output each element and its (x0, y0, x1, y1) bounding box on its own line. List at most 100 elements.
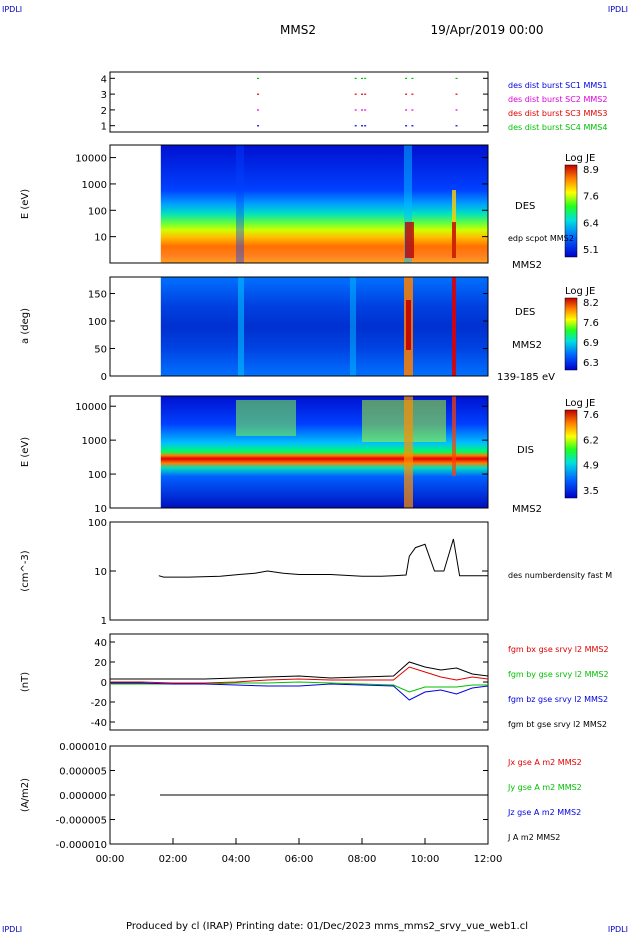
burst-legend-entry: des dist burst SC3 MMS3 (508, 109, 607, 118)
burst-mark (455, 77, 458, 80)
burst-ytick-label: 2 (101, 106, 107, 117)
x-tick-label: 02:00 (159, 854, 188, 865)
colorbar-tick-label: 7.6 (583, 318, 599, 329)
burst-mark (257, 109, 260, 111)
burst-mark (364, 125, 367, 127)
panel-des-energy: 10 100 1000 10000 (75, 144, 489, 264)
x-tick-label: 10:00 (411, 854, 440, 865)
corner-label-top-left: IPDLI (2, 5, 22, 14)
spectrogram-side-label: DES (515, 201, 535, 212)
burst-mark (411, 109, 414, 111)
panel-current: -0.000010 -0.000005 0.000000 0.000005 0.0000… (56, 742, 489, 851)
burst-mark (455, 109, 458, 111)
des-pitch-ytick-label: 150 (88, 290, 107, 301)
burst-mark (411, 77, 414, 80)
density-ytick-label: 10 (94, 567, 107, 578)
burst-ytick-label: 3 (101, 90, 107, 101)
colorbar (564, 164, 578, 258)
spectrogram-side-label: MMS2 (512, 260, 542, 271)
current-ytick-label: -0.000005 (56, 816, 107, 827)
panel-density-frame (109, 521, 489, 621)
x-tick-label: 00:00 (96, 854, 125, 865)
burst-mark (405, 93, 408, 95)
current-ytick-label: 0.000005 (59, 767, 107, 778)
dis-energy-ytick-label: 10000 (75, 402, 107, 413)
bfield-legend-entry: fgm by gse srvy l2 MMS2 (508, 670, 609, 679)
des-energy-ytick-label: 10 (94, 233, 107, 244)
burst-legend-entry: des dist burst SC1 MMS1 (508, 81, 607, 90)
colorbar-tick-label: 6.2 (583, 435, 599, 446)
colorbar-tick-label: 8.2 (583, 298, 599, 309)
colorbar-tick-label: 3.5 (583, 486, 599, 497)
spectrogram-side-label: MMS2 (512, 504, 542, 515)
burst-legend-entry: des dist burst SC4 MMS4 (508, 123, 607, 132)
panel-des-pitch-frame (109, 276, 489, 377)
burst-mark (364, 93, 367, 95)
x-tick-label: 06:00 (285, 854, 314, 865)
colorbar-tick-label: 5.1 (583, 245, 599, 256)
bfield-series-bz (110, 682, 489, 701)
des-energy-event (452, 222, 456, 258)
des-pitch-event (406, 300, 411, 350)
panel-des-pitch: 0 50 100 150 (88, 276, 489, 383)
y-axis-label: a (deg) (20, 308, 31, 344)
des-energy-ytick-label: 1000 (82, 180, 107, 191)
des-pitch-heatmap (160, 277, 489, 376)
dis-energy-patch (236, 400, 296, 436)
panel-burst-frame (109, 71, 489, 133)
dis-energy-event (404, 396, 413, 508)
des-pitch-ytick-label: 50 (94, 345, 107, 356)
bfield-ytick-label: -20 (91, 698, 107, 709)
dis-energy-ytick-label: 10 (94, 504, 107, 515)
burst-legend-entry: des dist burst SC2 MMS2 (508, 95, 607, 104)
bfield-series-bt (110, 661, 489, 680)
current-legend-entry: J A m2 MMS2 (507, 833, 560, 842)
current-ytick-label: -0.000010 (56, 840, 107, 851)
des-pitch-ytick-label: 100 (88, 317, 107, 328)
colorbar (564, 409, 578, 499)
bfield-ytick-label: 20 (94, 658, 107, 669)
burst-ytick-label: 4 (101, 74, 107, 85)
current-legend-entry: Jy gse A m2 MMS2 (507, 783, 582, 792)
burst-mark (455, 93, 458, 95)
panel-dis-energy: 10 100 1000 10000 (75, 395, 489, 515)
panel-bfield: -40 -20 0 20 40 (91, 633, 489, 731)
des-energy-ytick-label: 100 (88, 206, 107, 217)
spectrogram-side-label: 139-185 eV (497, 372, 555, 383)
des-pitch-streak (238, 277, 244, 376)
y-axis-label: (cm^-3) (20, 550, 31, 591)
colorbar-tick-label: 7.6 (583, 192, 599, 203)
bfield-ytick-label: 0 (101, 678, 107, 689)
y-axis-label: E (eV) (20, 189, 31, 219)
des-pitch-event (452, 277, 456, 376)
burst-mark (257, 125, 260, 127)
bfield-legend-entry: fgm bx gse srvy l2 MMS2 (508, 645, 609, 654)
bfield-ytick-label: -40 (91, 718, 107, 729)
dis-energy-ytick-label: 100 (88, 470, 107, 481)
current-legend-entry: Jz gse A m2 MMS2 (507, 808, 581, 817)
colorbar (564, 297, 578, 371)
burst-mark (257, 77, 260, 80)
des-energy-heatmap (160, 145, 489, 263)
current-legend-entry: Jx gse A m2 MMS2 (507, 758, 582, 767)
burst-mark (361, 77, 363, 80)
burst-ytick-label: 1 (101, 122, 107, 133)
burst-mark (354, 125, 357, 127)
burst-mark (257, 93, 260, 95)
burst-mark (354, 77, 357, 80)
burst-mark (361, 125, 363, 127)
bfield-legend-entry: fgm bt gse srvy l2 MMS2 (508, 720, 607, 729)
dis-energy-event (452, 396, 456, 476)
colorbar-tick-label: 6.3 (583, 358, 599, 369)
bfield-series-bx (110, 666, 489, 684)
burst-mark (361, 93, 363, 95)
spectrogram-side-label: edp scpot MMS2 (508, 234, 574, 243)
panel-dis-energy-frame (109, 395, 489, 509)
burst-mark (411, 125, 414, 127)
bfield-ytick-label: 40 (94, 638, 107, 649)
bfield-legend-entry: fgm bz gse srvy l2 MMS2 (508, 695, 608, 704)
footer-credit: Produced by cl (IRAP) Printing date: 01/… (126, 921, 528, 932)
x-tick-label: 08:00 (348, 854, 377, 865)
colorbar-tick-label: 8.9 (583, 165, 599, 176)
